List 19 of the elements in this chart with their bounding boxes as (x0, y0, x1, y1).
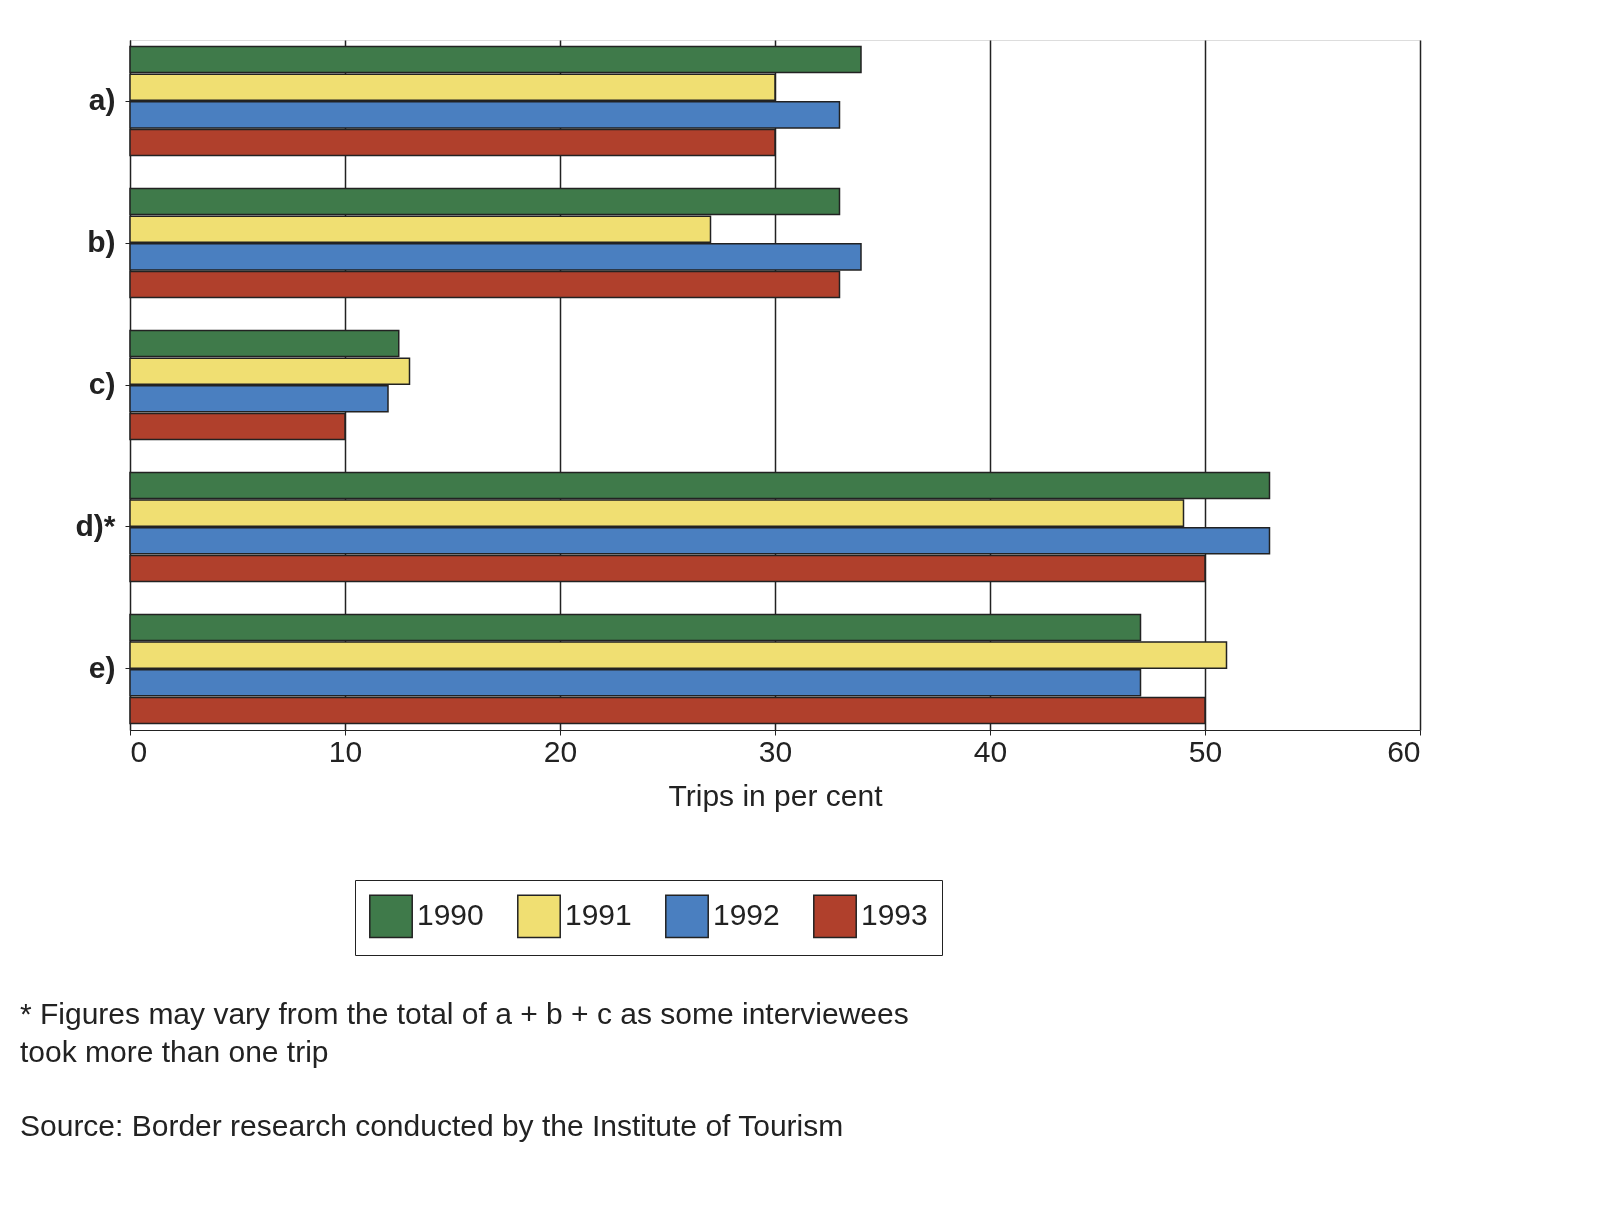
text: * Figures may vary from the total of a + b + c as some interviewees took more than one trip (20, 997, 909, 1068)
x-tick-label: 40 (973, 734, 1008, 768)
x-tick-label: 50 (1188, 734, 1223, 768)
x-tick-label: 10 (328, 734, 363, 768)
x-tick-label: 30 (758, 734, 793, 768)
y-tick-label: a) (88, 83, 116, 117)
y-tick-label: b) (87, 225, 116, 259)
x-tick-label: 60 (1387, 734, 1421, 768)
source-note: Source: Border research conducted by the Institute of Tourism (20, 1109, 844, 1142)
legend-label: 1993 (861, 898, 928, 932)
y-tick-label: c) (88, 367, 116, 400)
x-axis-title: Trips in per cent (668, 778, 884, 812)
y-tick-label: e) (88, 650, 116, 684)
y-tick-label: d)* (75, 508, 116, 542)
legend-label: 1991 (565, 898, 632, 932)
x-tick-label: 0 (130, 734, 148, 768)
legend-label: 1990 (417, 898, 484, 932)
x-tick-label: 20 (543, 734, 578, 768)
legend-label: 1992 (713, 898, 780, 932)
